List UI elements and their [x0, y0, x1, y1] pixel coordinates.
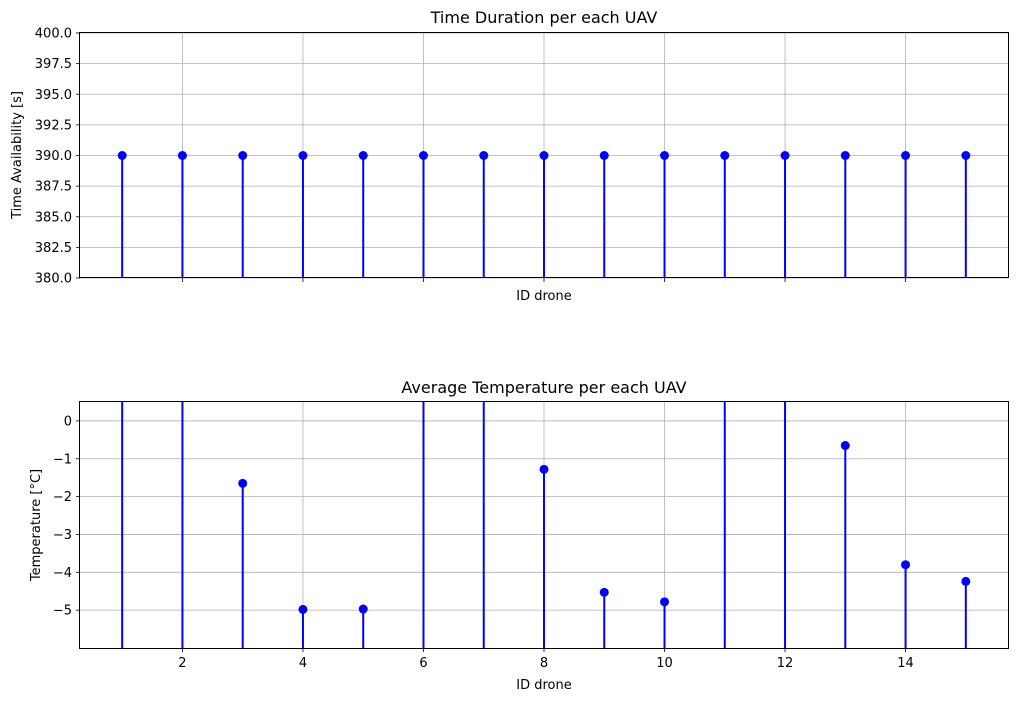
- stem-marker: [599, 151, 609, 160]
- x-tick-label: 10: [656, 656, 673, 671]
- x-axis-ticks: [182, 278, 906, 282]
- y-axis-ticks: 380.0 382.5 385.0 387.5 390.0 392.5 395.0 397.5…: [35, 27, 80, 287]
- stem-marker: [238, 151, 248, 160]
- stem-series: [117, 151, 971, 278]
- y-axis-label: Temperature [°C]: [29, 469, 44, 582]
- stem-series: [121, 402, 971, 648]
- stem-marker: [660, 597, 670, 607]
- stem-marker: [358, 151, 368, 160]
- y-tick-label: −5: [53, 604, 72, 619]
- stem-marker: [298, 604, 308, 614]
- y-tick-label: 0: [64, 414, 72, 429]
- y-tick-label: 392.5: [35, 118, 72, 133]
- y-tick-label: −1: [53, 452, 72, 467]
- stem-marker: [479, 151, 489, 160]
- average-temperature-chart: Average Temperature per each UAV −5−4−3−…: [29, 378, 1009, 693]
- y-tick-label: −2: [53, 490, 72, 505]
- stem-marker: [961, 576, 971, 586]
- y-tick-label: 397.5: [35, 57, 72, 72]
- y-tick-label: −3: [53, 528, 72, 543]
- x-tick-label: 8: [540, 656, 548, 671]
- x-tick-label: 4: [299, 656, 307, 671]
- x-tick-label: 6: [419, 656, 427, 671]
- stem-marker: [660, 151, 670, 160]
- plot-frame: [79, 401, 1009, 649]
- time-duration-chart: Time Duration per each UAV 380.0 382.5 385…: [10, 8, 1009, 304]
- x-axis-label: ID drone: [516, 678, 571, 693]
- stem-marker: [358, 604, 368, 614]
- stem-marker: [539, 464, 549, 474]
- stem-marker: [177, 151, 187, 160]
- y-tick-label: 385.0: [35, 210, 72, 225]
- stem-marker: [238, 478, 248, 488]
- chart-title: Time Duration per each UAV: [430, 8, 658, 27]
- y-tick-label: 390.0: [35, 149, 72, 164]
- y-axis-ticks: −5 −4 −3 −2 −1 0: [53, 414, 80, 619]
- y-axis-label: Time Availability [s]: [10, 91, 25, 220]
- stem-marker: [418, 151, 428, 160]
- x-tick-label: 2: [178, 656, 186, 671]
- stem-marker: [840, 151, 850, 160]
- stem-marker: [961, 151, 971, 160]
- y-tick-label: 382.5: [35, 241, 72, 256]
- x-tick-label: 12: [777, 656, 794, 671]
- stem-marker: [901, 151, 911, 160]
- stem-marker: [780, 151, 790, 160]
- y-tick-label: 400.0: [35, 27, 72, 42]
- stem-marker: [539, 151, 549, 160]
- chart-title: Average Temperature per each UAV: [401, 378, 686, 397]
- stem-marker: [298, 151, 308, 160]
- stem-marker: [720, 151, 730, 160]
- plot-frame: [79, 32, 1009, 278]
- stem-marker: [599, 587, 609, 597]
- y-tick-label: −4: [53, 566, 72, 581]
- stem-marker: [901, 560, 911, 570]
- stem-marker: [840, 441, 850, 451]
- x-axis-label: ID drone: [516, 289, 571, 304]
- y-tick-label: 380.0: [35, 272, 72, 287]
- stem-marker: [117, 151, 127, 160]
- x-axis-ticks: 2 4 6 8 10 12 14: [178, 648, 914, 671]
- y-tick-label: 387.5: [35, 180, 72, 195]
- y-tick-label: 395.0: [35, 88, 72, 103]
- x-tick-label: 14: [897, 656, 914, 671]
